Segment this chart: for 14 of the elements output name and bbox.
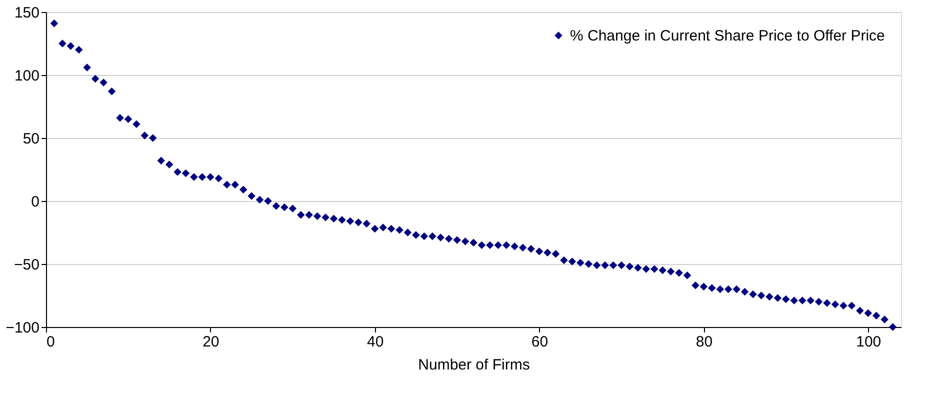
x-axis-title: Number of Firms [418, 356, 530, 374]
y-tick-label: 50 [22, 130, 40, 148]
x-tick-label: 100 [856, 334, 882, 350]
x-tick-label: 60 [531, 334, 548, 350]
x-tick-label: 40 [367, 334, 384, 350]
y-tick-label: 150 [14, 4, 40, 22]
y-tick-label: −50 [14, 256, 40, 274]
x-tick-label: 0 [46, 334, 55, 350]
y-tick-label: −100 [6, 320, 40, 336]
y-tick-label: 100 [14, 68, 40, 84]
y-tick-label: 0 [31, 194, 40, 210]
x-tick-label: 80 [696, 334, 713, 350]
x-tick-label: 20 [202, 334, 220, 350]
legend-label: % Change in Current Share Price to Offer Price [570, 28, 885, 44]
